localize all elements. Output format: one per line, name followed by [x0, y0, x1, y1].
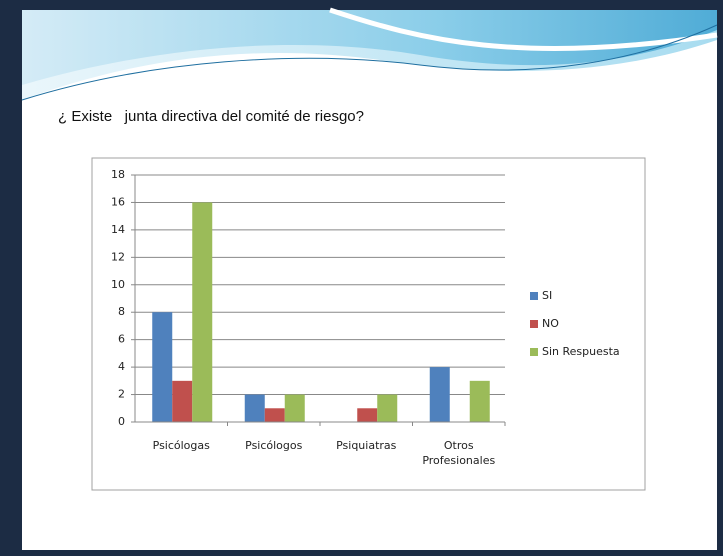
bar	[264, 408, 285, 422]
header-line	[21, 24, 718, 101]
bar	[192, 202, 213, 422]
bar	[377, 394, 398, 422]
y-tick-label: 2	[118, 388, 125, 401]
y-tick-label: 4	[118, 360, 125, 373]
bar	[429, 367, 450, 422]
x-tick-label: Psiquiatras	[336, 439, 397, 452]
y-tick-label: 14	[111, 223, 125, 236]
y-tick-label: 12	[111, 250, 125, 263]
bar	[469, 380, 490, 422]
header-wave	[22, 10, 717, 85]
bar	[357, 408, 378, 422]
y-tick-label: 16	[111, 195, 125, 208]
legend-label: SI	[542, 289, 552, 302]
x-tick-label: Otros Profesionales	[422, 439, 496, 467]
header-swoosh	[329, 7, 718, 51]
bar	[152, 312, 173, 422]
slide-title: ¿ Existe junta directiva del comité de r…	[58, 108, 364, 125]
bar	[172, 380, 193, 422]
bar	[244, 394, 265, 422]
legend-label: NO	[542, 317, 559, 330]
legend-swatch	[530, 348, 538, 356]
y-tick-label: 10	[111, 278, 125, 291]
y-tick-label: 8	[118, 305, 125, 318]
legend-swatch	[530, 292, 538, 300]
chart-frame	[91, 157, 646, 491]
x-tick-label: Psicólogos	[245, 439, 303, 452]
bar	[284, 394, 305, 422]
x-tick-label: Psicólogas	[152, 439, 210, 452]
legend-swatch	[530, 320, 538, 328]
y-tick-label: 0	[118, 415, 125, 428]
legend-label: Sin Respuesta	[542, 345, 620, 358]
y-tick-label: 18	[111, 168, 125, 181]
y-tick-label: 6	[118, 333, 125, 346]
